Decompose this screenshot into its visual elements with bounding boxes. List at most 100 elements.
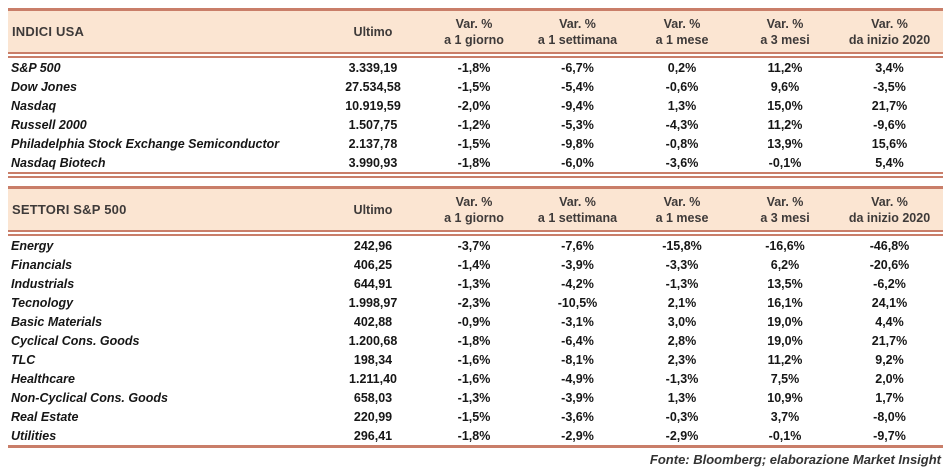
row-label: Industrials — [11, 276, 75, 291]
cell-value: -1,6% — [457, 352, 491, 367]
cell-value: 7,5% — [770, 371, 800, 386]
column-header-line1: Var. % — [559, 194, 596, 209]
indici-usa-body: S&P 500 3.339,19 -1,8% -6,7% 0,2% 11,2% 3,4% Do… — [8, 58, 943, 172]
cell-value: 10,9% — [767, 390, 803, 405]
cell-value: -1,3% — [665, 371, 699, 386]
cell-value: -1,8% — [457, 60, 491, 75]
row-label: Russell 2000 — [11, 117, 87, 132]
cell-value: 11,2% — [767, 352, 803, 367]
cell-value: 3.339,19 — [348, 60, 398, 75]
cell-value: 0,2% — [667, 60, 697, 75]
cell-value: 16,1% — [767, 295, 803, 310]
table-row: Non-Cyclical Cons. Goods 658,03 -1,3% -3,9%… — [8, 388, 943, 407]
column-header-var-inizio-2020: Var. % da inizio 2020 — [836, 194, 943, 226]
cell-value: 3,4% — [875, 60, 904, 75]
cell-value: 3,7% — [770, 409, 800, 424]
cell-value: -3,9% — [561, 257, 594, 272]
cell-value: 2,8% — [667, 333, 697, 348]
cell-value: -2,9% — [561, 428, 594, 443]
column-header-var-3-mesi: Var. % a 3 mesi — [734, 16, 836, 48]
cell-value: -0,8% — [665, 136, 699, 151]
cell-value: -1,6% — [457, 371, 491, 386]
cell-value: -15,8% — [662, 238, 702, 253]
cell-value: 1.211,40 — [349, 371, 397, 386]
column-header-line2: a 1 giorno — [444, 32, 504, 47]
cell-value: -3,5% — [873, 79, 906, 94]
column-header-var-1-settimana: Var. % a 1 settimana — [525, 16, 630, 48]
column-header-var-3-mesi: Var. % a 3 mesi — [734, 194, 836, 226]
row-label: Healthcare — [11, 371, 75, 386]
cell-value: 13,5% — [767, 276, 803, 291]
cell-value: -5,3% — [561, 117, 594, 132]
row-label: Tecnology — [11, 295, 74, 310]
cell-value: -2,0% — [457, 98, 491, 113]
cell-value: -1,3% — [457, 390, 491, 405]
cell-value: -46,8% — [869, 238, 910, 253]
column-header-var-1-mese: Var. % a 1 mese — [630, 194, 734, 226]
cell-value: 1,3% — [667, 98, 697, 113]
cell-value: 406,25 — [353, 257, 393, 272]
settori-sp500-body: Energy 242,96 -3,7% -7,6% -15,8% -16,6% -46,8%… — [8, 236, 943, 445]
cell-value: 4,4% — [875, 314, 904, 329]
row-label: Nasdaq Biotech — [11, 155, 106, 170]
row-label: Nasdaq — [11, 98, 57, 113]
table-title-settori-sp500: SETTORI S&P 500 — [12, 201, 127, 217]
row-label: S&P 500 — [11, 60, 61, 75]
cell-value: 21,7% — [871, 333, 908, 348]
cell-value: -3,3% — [665, 257, 699, 272]
table-row: Utilities 296,41 -1,8% -2,9% -2,9% -0,1% -9,7% — [8, 426, 943, 445]
cell-value: 5,4% — [875, 155, 904, 170]
table-bottom-rule — [8, 445, 943, 448]
cell-value: -1,8% — [457, 155, 491, 170]
row-label: Financials — [11, 257, 73, 272]
row-label: Utilities — [11, 428, 57, 443]
column-header-ultimo: Ultimo — [353, 24, 393, 39]
cell-value: -5,4% — [561, 79, 594, 94]
table-row: Cyclical Cons. Goods 1.200,68 -1,8% -6,4% 2,… — [8, 331, 943, 350]
cell-value: -8,1% — [561, 352, 594, 367]
cell-value: -16,6% — [765, 238, 805, 253]
cell-value: 15,0% — [767, 98, 803, 113]
column-header-line2: a 3 mesi — [760, 32, 810, 47]
cell-value: 1,3% — [667, 390, 697, 405]
cell-value: 3,0% — [667, 314, 697, 329]
cell-value: -6,2% — [873, 276, 906, 291]
cell-value: -1,5% — [457, 79, 491, 94]
column-header-line2: a 3 mesi — [760, 210, 810, 225]
cell-value: 19,0% — [767, 333, 803, 348]
row-label: Cyclical Cons. Goods — [11, 333, 140, 348]
settori-sp500-header-row: SETTORI S&P 500 Ultimo Var. % a 1 giorno… — [8, 189, 943, 230]
cell-value: 3.990,93 — [348, 155, 398, 170]
cell-value: -3,9% — [561, 390, 594, 405]
cell-value: 1.507,75 — [348, 117, 398, 132]
column-header-line1: Var. % — [871, 16, 908, 31]
column-header-var-1-settimana: Var. % a 1 settimana — [525, 194, 630, 226]
cell-value: 9,6% — [770, 79, 800, 94]
table-row: Philadelphia Stock Exchange Semiconducto… — [8, 134, 943, 153]
column-header-line1: Var. % — [766, 194, 804, 209]
cell-value: 402,88 — [353, 314, 393, 329]
cell-value: -0,9% — [457, 314, 491, 329]
cell-value: 27.534,58 — [345, 79, 401, 94]
table-row: Nasdaq 10.919,59 -2,0% -9,4% 1,3% 15,0% 21,7% — [8, 96, 943, 115]
cell-value: -0,6% — [665, 79, 699, 94]
indici-usa-header-row: INDICI USA Ultimo Var. % a 1 giorno Var.… — [8, 11, 943, 52]
row-label: TLC — [11, 352, 36, 367]
column-header-line1: Var. % — [559, 16, 596, 31]
cell-value: -1,3% — [457, 276, 491, 291]
cell-value: -6,7% — [561, 60, 594, 75]
table-row: Industrials 644,91 -1,3% -4,2% -1,3% 13,5% -6,… — [8, 274, 943, 293]
cell-value: 644,91 — [353, 276, 393, 291]
cell-value: -1,5% — [457, 409, 491, 424]
cell-value: 11,2% — [767, 60, 803, 75]
cell-value: -7,6% — [561, 238, 594, 253]
cell-value: -9,4% — [561, 98, 594, 113]
cell-value: 1.998,97 — [348, 295, 398, 310]
table-gap — [8, 178, 943, 186]
cell-value: -3,6% — [665, 155, 699, 170]
cell-value: 2,1% — [667, 295, 697, 310]
cell-value: 21,7% — [871, 98, 908, 113]
cell-value: -9,8% — [561, 136, 594, 151]
cell-value: -4,3% — [665, 117, 699, 132]
